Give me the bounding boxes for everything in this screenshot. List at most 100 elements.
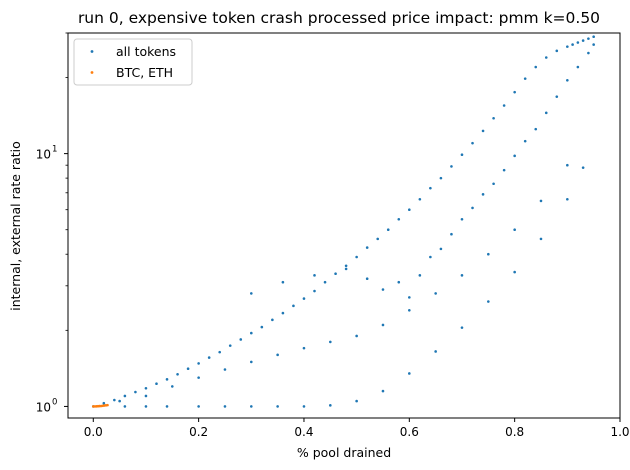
scatter-point: [302, 297, 306, 300]
x-tick-label: 0.0: [84, 425, 103, 439]
scatter-point: [471, 141, 474, 145]
y-tick-exponent: 1: [52, 145, 57, 155]
scatter-point: [587, 51, 590, 55]
scatter-point: [544, 111, 548, 115]
scatter-point: [566, 163, 569, 167]
scatter-point: [513, 228, 516, 232]
scatter-point: [334, 272, 337, 276]
scatter-point: [386, 228, 390, 232]
scatter-point: [429, 186, 432, 190]
scatter-point: [408, 296, 411, 299]
scatter-point: [487, 252, 490, 256]
scatter-point: [239, 338, 243, 341]
scatter-point: [113, 398, 116, 402]
scatter-point: [450, 232, 453, 236]
scatter-point: [170, 385, 174, 388]
scatter-point: [418, 274, 422, 277]
scatter-point: [313, 289, 316, 293]
scatter-point: [313, 274, 316, 277]
scatter-point: [144, 386, 148, 390]
scatter-point: [329, 404, 332, 407]
scatter-point: [481, 193, 485, 196]
scatter-point: [376, 237, 380, 241]
scatter-point: [555, 49, 559, 53]
scatter-point: [544, 56, 548, 59]
scatter-point: [429, 255, 432, 259]
scatter-point: [592, 43, 595, 46]
scatter-point: [123, 394, 127, 398]
scatter-point: [460, 153, 464, 157]
scatter-point: [523, 77, 527, 80]
scatter-point: [281, 280, 285, 284]
scatter-point: [592, 35, 595, 39]
scatter-point: [408, 309, 411, 312]
plot-points: [91, 35, 595, 408]
scatter-point: [144, 394, 148, 398]
scatter-point: [355, 399, 358, 403]
scatter-point: [460, 217, 464, 221]
legend-marker-btc-eth: [90, 71, 94, 74]
scatter-point: [434, 350, 437, 353]
scatter-point: [197, 362, 200, 365]
scatter-point: [576, 41, 580, 44]
scatter-point: [250, 331, 253, 335]
legend: all tokens BTC, ETH: [73, 38, 193, 86]
scatter-point: [176, 373, 179, 376]
scatter-point: [581, 39, 585, 42]
scatter-point: [197, 376, 200, 379]
scatter-point: [144, 405, 148, 408]
scatter-point: [134, 390, 137, 394]
scatter-point: [276, 353, 279, 357]
scatter-point: [271, 318, 274, 322]
x-axis-label: % pool drained: [297, 445, 391, 460]
legend-box: [73, 38, 193, 86]
scatter-point: [397, 280, 401, 284]
scatter-point: [460, 326, 464, 329]
x-tick-label: 0.2: [189, 425, 208, 439]
scatter-point: [513, 270, 516, 274]
scatter-point: [571, 43, 574, 46]
scatter-point: [492, 182, 495, 186]
scatter-point: [118, 399, 121, 403]
scatter-point: [481, 129, 485, 133]
scatter-point: [418, 197, 422, 201]
scatter-point: [576, 65, 580, 69]
scatter-point: [207, 356, 211, 359]
plot-frame: [67, 32, 621, 419]
scatter-point: [186, 367, 190, 371]
scatter-point: [344, 267, 348, 271]
scatter-point: [106, 403, 109, 407]
scatter-point: [539, 237, 543, 241]
scatter-point: [539, 199, 543, 203]
scatter-point: [223, 368, 227, 371]
scatter-point: [281, 311, 285, 315]
scatter-point: [329, 340, 332, 344]
x-axis-ticks: 0.0 0.2 0.4 0.6 0.8 1.0: [84, 418, 630, 439]
scatter-point: [566, 45, 569, 48]
scatter-point: [365, 277, 369, 281]
x-tick-label: 1.0: [610, 425, 629, 439]
scatter-point: [581, 166, 585, 169]
y-tick-exponent: 0: [52, 397, 57, 407]
scatter-point: [165, 378, 169, 381]
scatter-point: [439, 247, 443, 251]
scatter-point: [250, 292, 253, 295]
scatter-point: [487, 300, 490, 303]
scatter-point: [228, 344, 232, 347]
scatter-point: [513, 154, 516, 158]
scatter-point: [292, 304, 295, 308]
scatter-point: [534, 127, 538, 131]
scatter-point: [260, 325, 264, 329]
scatter-point: [250, 405, 253, 408]
scatter-point: [566, 197, 569, 201]
scatter-point: [587, 37, 590, 40]
scatter-point: [534, 65, 538, 69]
scatter-point: [250, 360, 253, 364]
scatter-point: [555, 95, 559, 98]
scatter-point: [408, 372, 411, 375]
scatter-point: [513, 90, 516, 94]
x-tick-label: 0.6: [400, 425, 419, 439]
scatter-point: [450, 165, 453, 168]
